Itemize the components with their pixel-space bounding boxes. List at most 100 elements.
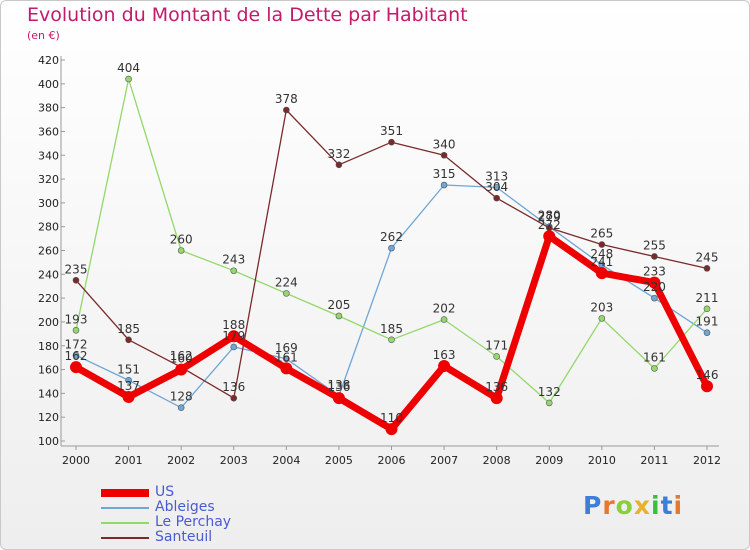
legend-label: Santeuil — [155, 529, 213, 545]
data-label-santeuil: 255 — [643, 238, 666, 252]
data-point-us — [385, 423, 398, 436]
data-label-ableiges: 248 — [590, 247, 613, 261]
data-point-us — [701, 380, 713, 393]
data-point-santeuil — [598, 241, 606, 248]
data-point-le-perchay — [440, 316, 448, 323]
data-label-us: 188 — [222, 318, 245, 332]
data-point-ableiges — [177, 404, 185, 411]
y-tick-label: 200 — [38, 316, 59, 329]
data-point-le-perchay — [335, 312, 343, 320]
data-label-le-perchay: 224 — [275, 275, 298, 289]
data-point-le-perchay — [703, 305, 711, 313]
legend-item-ableiges: Ableiges — [101, 500, 231, 515]
data-label-le-perchay: 404 — [117, 61, 140, 75]
data-label-us: 241 — [590, 255, 613, 269]
data-point-santeuil — [125, 336, 132, 344]
data-point-us — [332, 392, 345, 405]
y-tick-label: 160 — [38, 364, 59, 377]
data-point-us — [122, 390, 135, 403]
data-point-le-perchay — [651, 365, 658, 372]
logo-letter: i — [651, 491, 661, 520]
legend-swatch — [101, 488, 149, 497]
y-tick-label: 180 — [38, 340, 59, 353]
data-label-santeuil: 185 — [117, 322, 140, 336]
data-label-santeuil: 340 — [433, 137, 456, 151]
data-point-le-perchay — [72, 326, 80, 334]
data-label-us: 162 — [65, 349, 88, 363]
data-point-ableiges — [493, 184, 500, 191]
x-tick-label: 2001 — [115, 454, 143, 467]
legend-label: Le Perchay — [155, 514, 232, 530]
data-point-le-perchay — [177, 247, 185, 254]
proxiti-logo: Proxiti — [583, 491, 683, 520]
data-point-ableiges — [283, 355, 290, 363]
data-point-santeuil — [651, 253, 658, 260]
x-tick-label: 2009 — [535, 454, 563, 467]
legend-swatch — [101, 536, 149, 539]
data-label-us: 137 — [117, 379, 140, 393]
data-point-us — [438, 359, 451, 372]
data-point-us — [227, 330, 240, 343]
data-label-le-perchay: 132 — [538, 385, 561, 399]
data-point-le-perchay — [125, 75, 132, 83]
logo-letter: o — [615, 491, 634, 520]
x-tick-label: 2007 — [430, 454, 458, 467]
data-label-us: 160 — [170, 352, 193, 366]
y-tick-label: 400 — [38, 78, 59, 91]
data-label-santeuil: 332 — [327, 147, 350, 161]
data-label-santeuil: 245 — [696, 250, 719, 264]
data-label-ableiges: 138 — [327, 378, 350, 392]
data-point-santeuil — [388, 138, 395, 146]
x-tick-label: 2006 — [378, 454, 406, 467]
logo-letter: t — [660, 491, 674, 520]
y-tick-label: 340 — [38, 149, 59, 162]
data-label-santeuil: 279 — [538, 210, 561, 224]
logo-letter: r — [602, 491, 616, 520]
data-label-us: 136 — [485, 380, 508, 394]
data-label-santeuil: 304 — [485, 180, 508, 194]
y-tick-label: 420 — [38, 54, 59, 67]
data-point-le-perchay — [388, 336, 395, 344]
data-label-us: 272 — [538, 218, 561, 232]
data-label-santeuil: 351 — [380, 124, 403, 138]
data-label-us: 136 — [327, 380, 350, 394]
legend-item-santeuil: Santeuil — [101, 530, 231, 545]
data-point-santeuil — [493, 194, 500, 202]
data-label-ableiges: 313 — [485, 169, 508, 183]
legend-label: Ableiges — [155, 499, 215, 515]
legend-swatch — [101, 506, 149, 509]
data-point-santeuil — [72, 276, 80, 284]
chart-subtitle: (en €) — [27, 29, 60, 42]
data-label-santeuil: 136 — [222, 380, 245, 394]
y-tick-label: 100 — [38, 435, 59, 448]
chart-title: Evolution du Montant de la Dette par Hab… — [27, 4, 468, 26]
x-tick-label: 2010 — [588, 454, 616, 467]
data-point-santeuil — [440, 151, 448, 159]
data-point-le-perchay — [545, 399, 553, 407]
data-label-le-perchay: 193 — [65, 312, 88, 326]
data-point-santeuil — [703, 265, 711, 272]
y-tick-label: 140 — [38, 387, 59, 400]
legend-label: US — [155, 484, 175, 500]
data-point-ableiges — [125, 376, 132, 384]
data-label-le-perchay: 205 — [327, 298, 350, 312]
y-tick-label: 320 — [38, 173, 59, 186]
y-tick-label: 240 — [38, 268, 59, 281]
data-label-ableiges: 315 — [433, 167, 456, 181]
data-label-ableiges: 179 — [222, 329, 245, 343]
data-label-santeuil: 265 — [590, 227, 613, 241]
x-tick-label: 2002 — [167, 454, 195, 467]
data-point-santeuil — [230, 394, 238, 402]
data-point-us — [648, 276, 661, 289]
data-point-us — [595, 267, 608, 280]
logo-letter: x — [633, 491, 651, 520]
data-point-santeuil — [283, 106, 290, 114]
data-label-ableiges: 151 — [117, 362, 140, 376]
y-tick-label: 380 — [38, 102, 59, 115]
legend-swatch — [101, 521, 149, 524]
data-point-us — [175, 363, 188, 376]
legend-item-le-perchay: Le Perchay — [101, 515, 231, 530]
y-tick-label: 280 — [38, 221, 59, 234]
data-point-ableiges — [72, 351, 80, 359]
